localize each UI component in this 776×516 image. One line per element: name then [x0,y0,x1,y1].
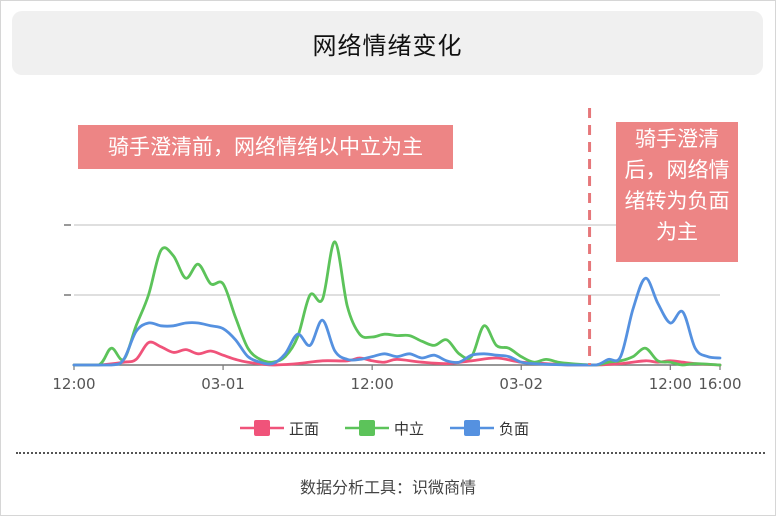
x-tick-label: 16:00 [698,375,741,393]
series-lines [72,240,722,367]
annotation-after: 骑手澄清后，网络情绪转为负面为主 [616,122,738,262]
legend-swatch [359,420,375,436]
series-line-2 [72,276,722,367]
legend-swatch [254,420,270,436]
footer-source: 数据分析工具：识微商情 [299,478,476,497]
x-tick-label: 03-02 [499,375,543,393]
legend-item-1[interactable]: 中立 [345,420,424,438]
series-line-1 [72,240,722,367]
legend-item-0[interactable]: 正面 [240,420,319,438]
annotation-before: 骑手澄清前，网络情绪以中立为主 [78,125,453,169]
legend-swatch [464,420,480,436]
legend-item-2[interactable]: 负面 [450,420,529,438]
legend[interactable]: 正面 中立 负面 [240,420,529,438]
gridlines [64,224,720,296]
x-tick-label: 12:00 [649,375,692,393]
legend-label: 正面 [289,420,319,438]
x-tick-label: 03-01 [201,375,245,393]
x-tick-label: 12:00 [52,375,95,393]
page-title: 网络情绪变化 [12,11,763,75]
footer-divider [16,452,765,454]
legend-label: 负面 [499,420,529,438]
legend-label: 中立 [394,420,424,438]
x-tick-label: 12:00 [351,375,394,393]
x-axis: 12:00 03-01 12:00 03-02 12:00 16:00 [52,364,742,393]
